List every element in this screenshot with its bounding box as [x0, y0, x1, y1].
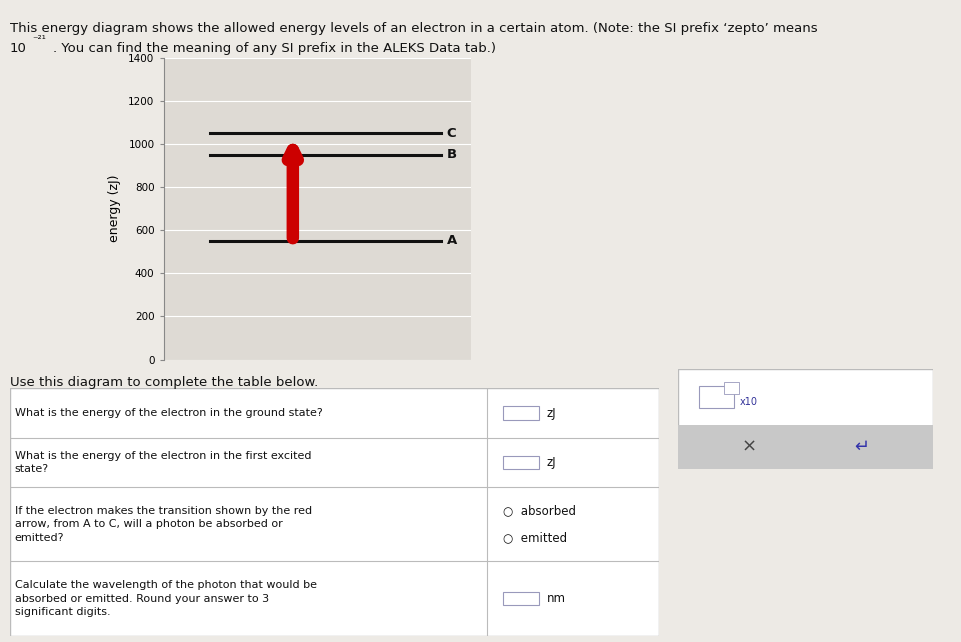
- Text: C: C: [446, 126, 456, 140]
- Bar: [503, 592, 538, 605]
- Text: nm: nm: [546, 592, 565, 605]
- Text: If the electron makes the transition shown by the red
arrow, from A to C, will a: If the electron makes the transition sho…: [14, 506, 311, 542]
- Text: 10: 10: [10, 42, 27, 55]
- Bar: [503, 406, 538, 420]
- Bar: [678, 425, 932, 469]
- Text: ⁻²¹: ⁻²¹: [33, 35, 46, 46]
- Text: B: B: [446, 148, 456, 161]
- Text: ↵: ↵: [853, 438, 869, 456]
- Text: ×: ×: [741, 438, 756, 456]
- Text: Use this diagram to complete the table below.: Use this diagram to complete the table b…: [10, 376, 317, 388]
- Y-axis label: energy (zJ): energy (zJ): [109, 175, 121, 243]
- Text: Calculate the wavelength of the photon that would be
absorbed or emitted. Round : Calculate the wavelength of the photon t…: [14, 580, 316, 617]
- Text: What is the energy of the electron in the ground state?: What is the energy of the electron in th…: [14, 408, 322, 418]
- Bar: [724, 382, 739, 394]
- Text: This energy diagram shows the allowed energy levels of an electron in a certain : This energy diagram shows the allowed en…: [10, 22, 817, 35]
- Text: zJ: zJ: [546, 406, 555, 420]
- Text: x10: x10: [739, 397, 756, 407]
- Text: What is the energy of the electron in the first excited
state?: What is the energy of the electron in th…: [14, 451, 311, 474]
- Text: ○  emitted: ○ emitted: [503, 532, 567, 544]
- Text: A: A: [446, 234, 456, 247]
- Bar: [698, 386, 733, 408]
- Bar: [503, 456, 538, 469]
- Text: . You can find the meaning of any SI prefix in the ALEKS Data tab.): . You can find the meaning of any SI pre…: [53, 42, 495, 55]
- Text: ○  absorbed: ○ absorbed: [503, 504, 576, 517]
- Text: zJ: zJ: [546, 456, 555, 469]
